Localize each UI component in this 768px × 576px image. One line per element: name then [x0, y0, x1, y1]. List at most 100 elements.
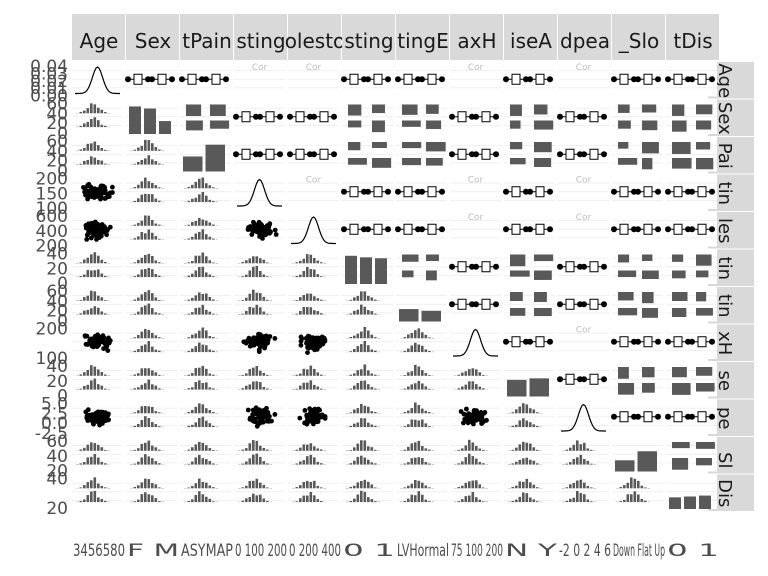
column-strip-label: sting [236, 29, 285, 53]
box [673, 223, 683, 235]
hist-bar [151, 182, 154, 189]
outlier [655, 76, 661, 83]
hist-bar [90, 308, 93, 315]
hist-bar [529, 459, 532, 465]
scatter-point [94, 233, 100, 239]
mosaic-block [672, 367, 687, 378]
hist-bar [623, 499, 626, 503]
hist-bar [482, 388, 485, 390]
scatter-point [297, 415, 303, 421]
hist-bar [144, 291, 147, 301]
panel [611, 324, 663, 359]
mosaic-block [696, 120, 712, 130]
scatter-point [265, 411, 271, 417]
hist-bar [424, 499, 428, 503]
panel: Cor [450, 62, 501, 97]
box [673, 73, 683, 85]
hist-bar [194, 483, 198, 489]
scatter-point [313, 414, 318, 419]
hist-bar [266, 449, 269, 451]
hist-bar [363, 491, 367, 503]
hist-bar [93, 104, 97, 114]
hist-bar [93, 141, 97, 151]
corr-text: Cor [468, 176, 484, 186]
hist-bar [194, 368, 198, 376]
hist-bar [522, 458, 525, 465]
hist-bar [518, 420, 522, 428]
panel [612, 437, 663, 472]
scatter-point [83, 225, 89, 231]
panel [126, 324, 177, 359]
hist-bar [457, 501, 461, 503]
outlier [527, 226, 533, 233]
hist-bar [586, 486, 590, 489]
hist-bar [194, 406, 198, 414]
hist-bar [158, 200, 161, 203]
hist-bar [248, 293, 252, 301]
outlier [385, 76, 391, 83]
hist-bar [245, 385, 248, 390]
hist-bar [403, 463, 407, 465]
hist-bar [133, 313, 137, 315]
y-tick-label: 40 [46, 447, 68, 467]
scatter-point [273, 232, 279, 237]
outlier [635, 338, 641, 345]
scatter-point [480, 419, 486, 425]
hist-bar [421, 408, 424, 414]
hist-bar [198, 342, 201, 353]
outlier [547, 76, 553, 83]
hist-bar [83, 310, 86, 315]
hist-bar [262, 311, 266, 315]
panel [72, 99, 123, 134]
panel [72, 362, 123, 397]
mosaic-block [672, 270, 686, 279]
outlier [385, 188, 391, 195]
hist-bar [154, 236, 158, 240]
hist-bar [83, 372, 86, 376]
hist-bar [255, 365, 259, 376]
hist-bar [417, 420, 421, 428]
hist-bar [97, 295, 100, 301]
hist-bar [79, 487, 83, 489]
panel [125, 62, 177, 97]
box [349, 186, 359, 198]
hist-bar [191, 236, 194, 240]
panel [288, 399, 339, 434]
hist-bar [194, 494, 198, 503]
panel [234, 399, 285, 434]
hist-bar [565, 500, 569, 503]
outlier [257, 151, 263, 158]
panel [72, 137, 123, 172]
hist-bar [97, 483, 100, 489]
hist-bar [191, 348, 194, 353]
box [457, 298, 467, 310]
box [481, 148, 491, 160]
hist-bar [140, 482, 144, 489]
hist-bar [133, 449, 137, 451]
box [427, 73, 437, 85]
hist-bar [90, 380, 93, 390]
x-tick-label: 0 1 [343, 541, 395, 561]
scatter-point [469, 419, 475, 425]
hist-bar [536, 412, 539, 414]
hist-bar [417, 457, 421, 465]
hist-bar [313, 368, 316, 376]
bar [507, 379, 527, 397]
panel [72, 474, 123, 509]
hist-bar [255, 381, 259, 390]
hist-bar [79, 313, 83, 315]
hist-bar [464, 384, 468, 390]
hist-bar [198, 217, 201, 226]
hist-bar [414, 402, 417, 414]
hist-bar [140, 420, 144, 428]
hist-bar [147, 418, 151, 428]
hist-bar [205, 256, 208, 264]
column-strip-label: sting [344, 29, 393, 53]
hist-bar [428, 337, 431, 339]
hist-bar [205, 330, 208, 339]
density-curve [561, 403, 606, 432]
hist-bar [309, 443, 313, 451]
mosaic-block [402, 120, 421, 127]
mosaic-block [348, 104, 362, 116]
box [535, 186, 545, 198]
